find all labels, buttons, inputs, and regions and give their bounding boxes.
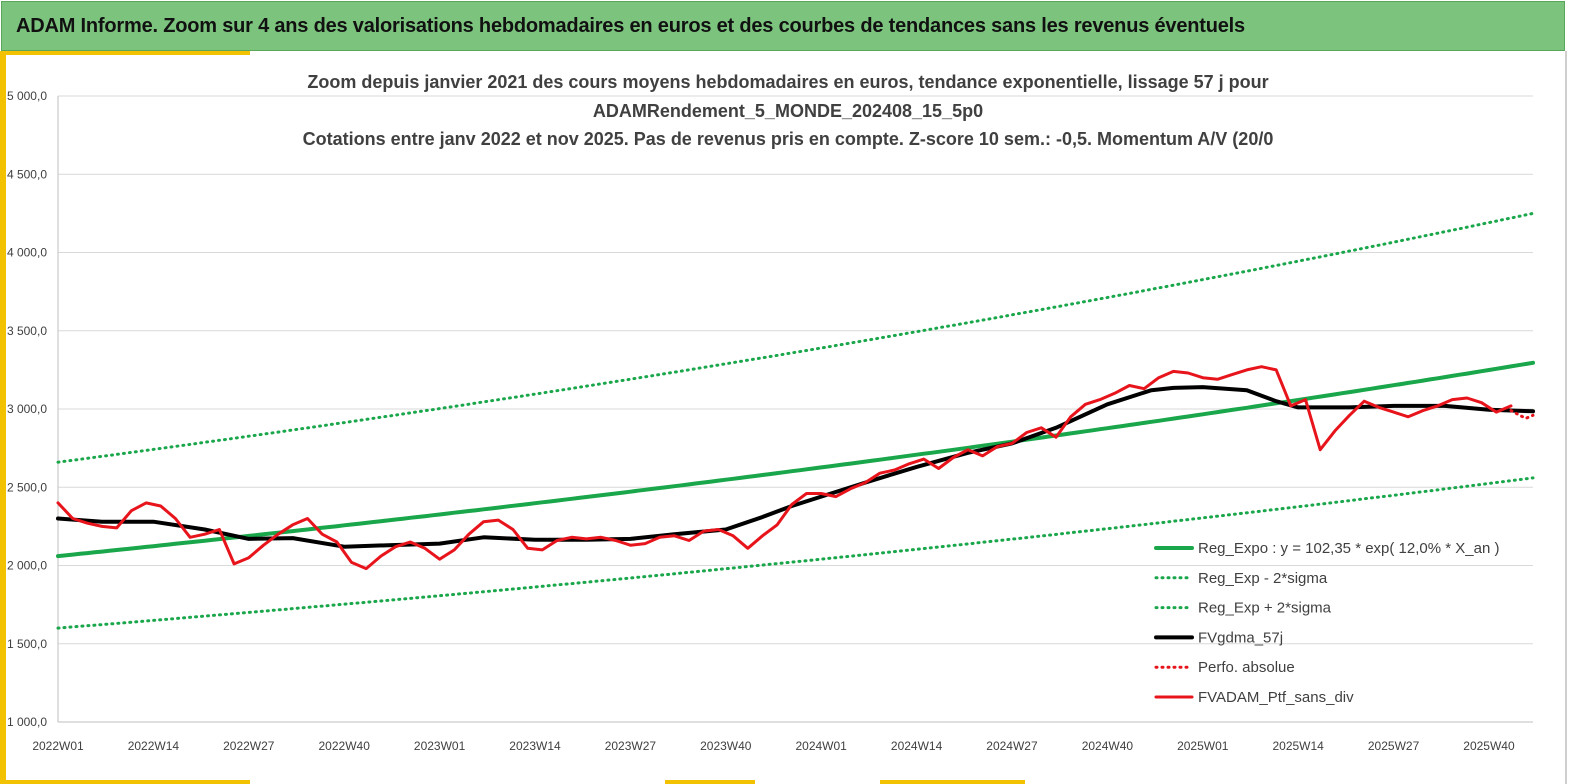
x-tick-label: 2024W27: [986, 739, 1038, 753]
accent-bar-top: [6, 51, 250, 55]
legend-label-4: FVgdma_57j: [1198, 629, 1283, 646]
chart-grid: [57, 95, 1533, 723]
accent-bar-bottom: [0, 780, 250, 784]
x-tick-label: 2025W40: [1463, 739, 1515, 753]
x-tick-label: 2025W27: [1368, 739, 1420, 753]
chart-title-line-2: ADAMRendement_5_MONDE_202408_15_5p0: [593, 101, 983, 121]
x-tick-label: 2023W27: [605, 739, 657, 753]
accent-bar-bottom-right: [880, 780, 1025, 784]
y-tick-label: 2 000,0: [7, 559, 47, 573]
series-line-4: [56, 385, 1535, 549]
report-title: ADAM Informe. Zoom sur 4 ans des valoris…: [16, 15, 1245, 37]
accent-bar-left: [0, 51, 6, 780]
chart-title-line-1: Zoom depuis janvier 2021 des cours moyen…: [307, 72, 1268, 92]
x-tick-label: 2023W01: [414, 739, 466, 753]
legend-label-1: Reg_Expo : y = 102,35 * exp( 12,0% * X_a…: [1198, 540, 1499, 557]
x-tick-label: 2022W27: [223, 739, 275, 753]
x-tick-label: 2023W40: [700, 739, 752, 753]
series-line-1: [56, 360, 1535, 559]
legend-label-6: FVADAM_Ptf_sans_div: [1198, 689, 1354, 706]
chart-legend: Reg_Expo : y = 102,35 * exp( 12,0% * X_a…: [1154, 540, 1499, 706]
x-tick-label: 2022W40: [319, 739, 371, 753]
x-tick-label: 2025W14: [1272, 739, 1324, 753]
legend-label-2: Reg_Exp - 2*sigma: [1198, 570, 1328, 587]
x-tick-label: 2025W01: [1177, 739, 1229, 753]
y-axis: 1 000,0 1 500,0 2 000,0 2 500,0 3 000,0 3 500…: [7, 89, 47, 729]
y-tick-label: 1 500,0: [7, 637, 47, 651]
series-line-3: [56, 211, 1535, 464]
y-tick-label: 5 000,0: [7, 89, 47, 103]
y-tick-label: 3 500,0: [7, 324, 47, 338]
y-tick-label: 1 000,0: [7, 715, 47, 729]
frame-right-edge: [1565, 51, 1567, 784]
header-banner: ADAM Informe. Zoom sur 4 ans des valoris…: [1, 1, 1565, 51]
series-line-6: [56, 365, 1513, 571]
y-tick-label: 4 500,0: [7, 167, 47, 181]
chart-title-line-3: Cotations entre janv 2022 et nov 2025. P…: [303, 129, 1274, 149]
series-line-2: [56, 476, 1535, 630]
y-tick-label: 4 000,0: [7, 246, 47, 260]
y-tick-label: 3 000,0: [7, 402, 47, 416]
x-tick-label: 2024W01: [795, 739, 847, 753]
x-tick-label: 2022W14: [128, 739, 180, 753]
x-tick-label: 2023W14: [509, 739, 561, 753]
accent-bar-bottom-mid: [665, 780, 755, 784]
legend-label-3: Reg_Exp + 2*sigma: [1198, 600, 1332, 617]
series-line-5: [1509, 409, 1535, 420]
x-tick-label: 2024W14: [891, 739, 943, 753]
chart-series: [56, 211, 1535, 630]
chart-title: Zoom depuis janvier 2021 des cours moyen…: [303, 72, 1274, 149]
x-tick-label: 2024W40: [1082, 739, 1134, 753]
legend-label-5: Perfo. absolue: [1198, 659, 1295, 676]
x-axis: 2022W01 2022W14 2022W27 2022W40 2023W01 2023W…: [32, 739, 1515, 753]
y-tick-label: 2 500,0: [7, 480, 47, 494]
x-tick-label: 2022W01: [32, 739, 84, 753]
